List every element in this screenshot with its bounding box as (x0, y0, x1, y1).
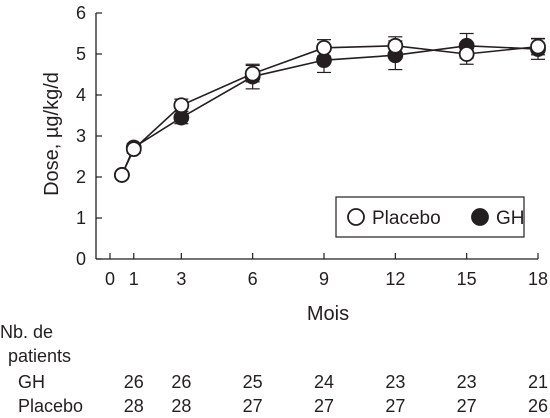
patients-count-placebo: 27 (457, 396, 477, 416)
data-point-placebo (125, 141, 142, 158)
patients-count-placebo: 27 (314, 396, 334, 416)
patients-row-label-placebo: Placebo (18, 396, 83, 416)
patients-count-gh: 24 (314, 372, 334, 392)
patients-count-placebo: 28 (124, 396, 144, 416)
y-axis-label: Dose, µg/kg/d (41, 72, 63, 196)
patients-count-gh: 21 (528, 372, 548, 392)
patients-count-placebo: 27 (385, 396, 405, 416)
y-tick-label: 5 (76, 44, 86, 64)
x-tick-label: 18 (528, 269, 548, 289)
data-point-placebo (387, 37, 404, 54)
patients-table-cells: 26 26 25 24 23 23 21 28 28 27 27 27 27 26 (124, 372, 548, 416)
x-tick-label: 12 (385, 269, 405, 289)
legend-box (335, 196, 525, 238)
y-tick-label: 2 (76, 167, 86, 187)
patients-count-gh: 25 (243, 372, 263, 392)
y-tick-label: 0 (76, 249, 86, 269)
x-axis-label: Mois (307, 303, 349, 325)
y-tick-label: 4 (76, 85, 86, 105)
patients-count-placebo: 27 (243, 396, 263, 416)
series-layer (113, 32, 546, 183)
patients-count-gh: 23 (457, 372, 477, 392)
patients-table: Nb. de patients GH Placebo 26 26 25 24 23 23 2… (0, 322, 548, 416)
x-tick-label: 1 (129, 269, 139, 289)
data-point-placebo (316, 39, 332, 56)
x-tick-label: 15 (457, 269, 477, 289)
data-point-placebo (458, 46, 475, 62)
legend-label-gh: GH (496, 208, 525, 229)
data-point-placebo (244, 65, 261, 82)
data-point-placebo (173, 97, 190, 114)
legend-marker-placebo (347, 208, 365, 226)
patients-table-title-line2: patients (8, 346, 71, 366)
data-point-placebo (113, 167, 130, 183)
y-axis-ticks: 0 1 2 3 4 5 6 (76, 3, 102, 269)
patients-count-placebo: 26 (528, 396, 548, 416)
y-tick-label: 6 (76, 3, 86, 23)
series-line (121, 44, 539, 176)
legend-marker-gh (471, 208, 489, 226)
legend: Placebo GH (335, 196, 525, 238)
patients-count-gh: 23 (385, 372, 405, 392)
patients-count-gh: 26 (171, 372, 191, 392)
x-axis-ticks: 0 1 3 6 9 12 15 18 (105, 253, 548, 289)
x-tick-label: 6 (248, 269, 258, 289)
legend-label-placebo: Placebo (372, 208, 441, 229)
y-tick-label: 1 (76, 208, 86, 228)
patients-row-label-gh: GH (18, 372, 45, 392)
x-tick-label: 9 (319, 269, 329, 289)
x-tick-label: 0 (105, 269, 115, 289)
series-placebo (113, 36, 546, 183)
x-tick-label: 3 (176, 269, 186, 289)
data-point-placebo (530, 38, 546, 55)
y-tick-label: 3 (76, 126, 86, 146)
patients-count-gh: 26 (124, 372, 144, 392)
patients-table-title-line1: Nb. de (0, 322, 53, 342)
patients-count-placebo: 28 (171, 396, 191, 416)
